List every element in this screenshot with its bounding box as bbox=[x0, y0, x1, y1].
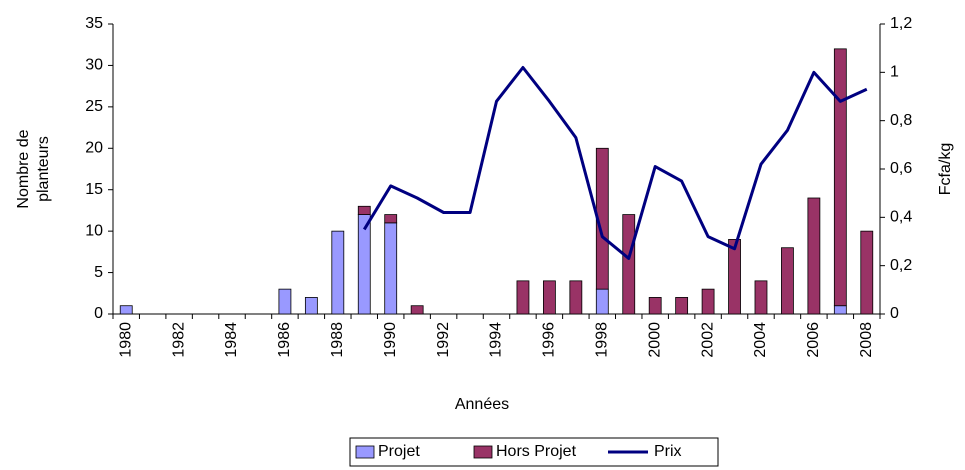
y2-tick-label: 0,6 bbox=[890, 160, 912, 177]
x-tick-label: 2008 bbox=[858, 322, 875, 358]
bar bbox=[833, 48, 847, 307]
x-axis-label: Années bbox=[455, 396, 509, 413]
x-tick-label: 1994 bbox=[488, 322, 505, 358]
x-tick-label: 1998 bbox=[594, 322, 611, 358]
bar bbox=[331, 230, 345, 315]
legend-swatch bbox=[355, 445, 375, 459]
y-tick-label: 5 bbox=[94, 264, 103, 281]
y-axis-label: planteurs bbox=[35, 136, 52, 202]
bar bbox=[622, 214, 636, 315]
bar bbox=[384, 214, 398, 224]
x-tick-label: 2004 bbox=[752, 322, 769, 358]
x-tick-label: 1980 bbox=[117, 322, 134, 358]
y-tick-label: 25 bbox=[85, 98, 103, 115]
x-tick-label: 1996 bbox=[541, 322, 558, 358]
bar bbox=[701, 288, 715, 315]
bar bbox=[833, 305, 847, 315]
y2-tick-label: 0 bbox=[890, 305, 899, 322]
legend-swatch bbox=[473, 445, 493, 459]
bar bbox=[595, 288, 609, 315]
bar bbox=[119, 305, 133, 315]
y2-axis-label: Fcfa/kg bbox=[937, 143, 954, 195]
x-tick-label: 2006 bbox=[805, 322, 822, 358]
y-axis-label: Nombre de bbox=[15, 129, 32, 208]
x-tick-label: 1990 bbox=[382, 322, 399, 358]
bar bbox=[278, 288, 292, 315]
y-tick-label: 30 bbox=[85, 57, 103, 74]
line bbox=[362, 66, 868, 260]
bar bbox=[781, 247, 794, 315]
legend-box bbox=[349, 437, 719, 467]
bar bbox=[754, 280, 768, 315]
bar bbox=[648, 297, 662, 315]
x-tick-label: 2000 bbox=[646, 322, 663, 358]
legend-label: Prix bbox=[654, 443, 682, 460]
bar bbox=[357, 214, 371, 315]
bar bbox=[357, 205, 371, 215]
bar bbox=[304, 297, 318, 315]
x-tick-label: 2002 bbox=[699, 322, 716, 358]
y2-tick-label: 0,2 bbox=[890, 257, 912, 274]
x-tick-label: 1992 bbox=[435, 322, 452, 358]
bar bbox=[542, 280, 556, 315]
y-tick-label: 15 bbox=[85, 181, 103, 198]
y-tick-label: 35 bbox=[85, 15, 103, 32]
y2-tick-label: 0,4 bbox=[890, 209, 912, 226]
y2-tick-label: 1 bbox=[890, 64, 899, 81]
x-tick-label: 1986 bbox=[276, 322, 293, 358]
bar bbox=[860, 230, 874, 315]
x-tick-label: 1988 bbox=[329, 322, 346, 358]
legend-label: Hors Projet bbox=[496, 443, 577, 460]
bar bbox=[569, 280, 583, 315]
bar bbox=[807, 197, 821, 315]
y-tick-label: 20 bbox=[85, 140, 103, 157]
y2-tick-label: 1,2 bbox=[890, 15, 912, 32]
bar bbox=[384, 222, 398, 315]
y2-tick-label: 0,8 bbox=[890, 112, 912, 129]
bar bbox=[516, 280, 530, 315]
bar bbox=[410, 305, 424, 315]
bar bbox=[675, 297, 689, 315]
legend-label: Projet bbox=[378, 443, 420, 460]
x-tick-label: 1984 bbox=[223, 322, 240, 358]
y-tick-label: 0 bbox=[94, 305, 103, 322]
x-tick-label: 1982 bbox=[170, 322, 187, 358]
bar bbox=[728, 239, 741, 315]
y-tick-label: 10 bbox=[85, 222, 103, 239]
